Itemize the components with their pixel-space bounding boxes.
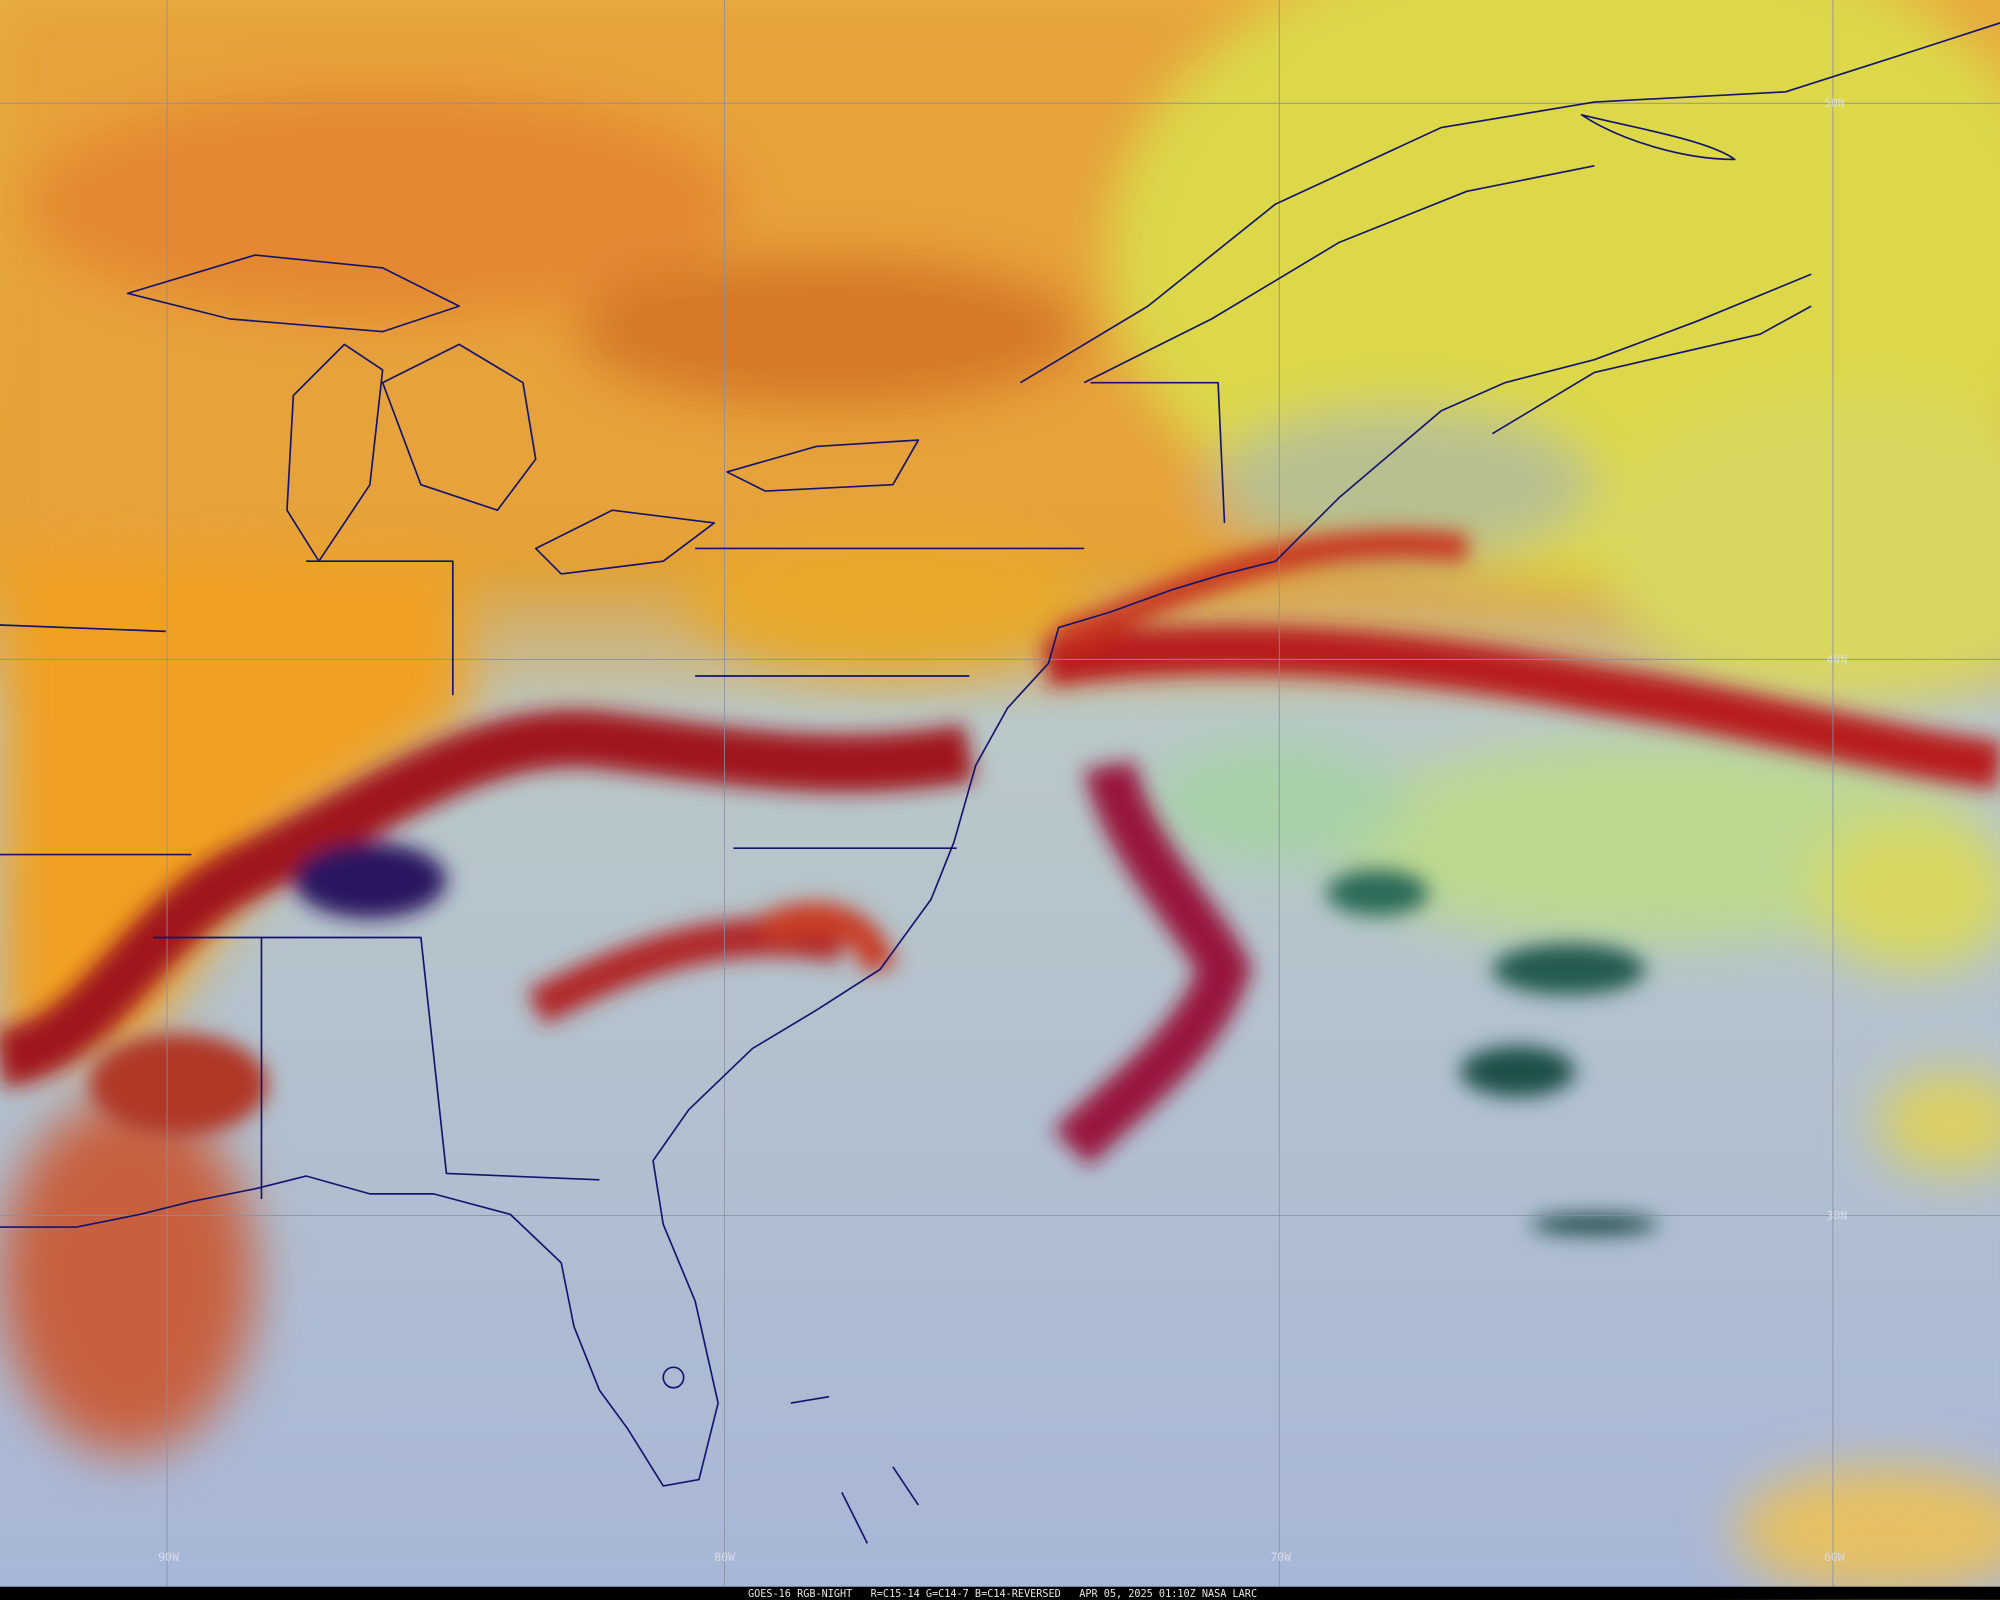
footer-bar: [0, 1586, 2000, 1600]
latitude-label: 50N: [1824, 96, 1845, 110]
latitude-label: 30N: [1827, 1208, 1848, 1222]
longitude-label: 80W: [714, 1550, 735, 1564]
grid-labels: 50N 40N 30N 90W 80W 70W 60W: [158, 96, 1847, 1564]
longitude-label: 70W: [1270, 1550, 1291, 1564]
storm-bands: [0, 529, 2000, 1235]
longitude-label: 60W: [1824, 1550, 1845, 1564]
coastlines: [0, 22, 2000, 1544]
latitude-label: 40N: [1827, 652, 1848, 666]
footer-caption: GOES-16 RGB-NIGHT R=C15-14 G=C14-7 B=C14…: [748, 1589, 1257, 1600]
longitude-label: 90W: [158, 1550, 179, 1564]
